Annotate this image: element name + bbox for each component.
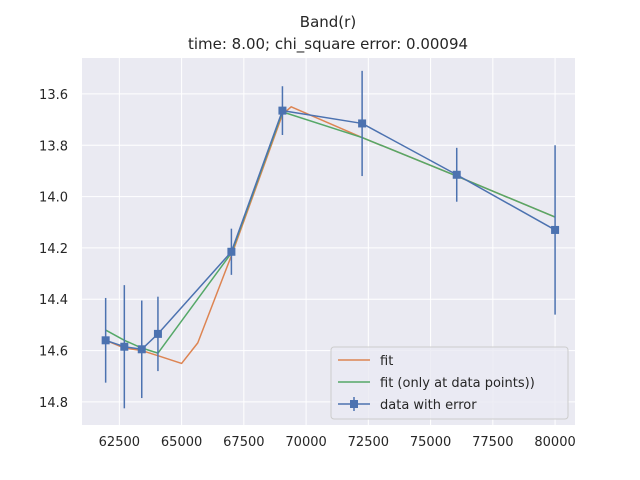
- legend-label-fit: fit: [380, 354, 393, 369]
- y-tick-label: 14.4: [39, 293, 68, 308]
- data-point: [101, 336, 110, 345]
- data-point: [120, 342, 129, 351]
- data-point: [452, 170, 461, 179]
- data-point: [227, 247, 236, 256]
- chart-subtitle: time: 8.00; chi_square error: 0.00094: [188, 35, 468, 54]
- legend-box: [330, 346, 569, 420]
- grid: [82, 58, 575, 425]
- y-tick-label: 14.8: [39, 396, 68, 411]
- x-tick-label: 72500: [348, 435, 389, 450]
- legend-label-data: data with error: [380, 398, 477, 413]
- data-point: [551, 225, 560, 234]
- data-point: [137, 345, 146, 354]
- y-tick-label: 13.6: [39, 88, 68, 103]
- data-point: [358, 119, 367, 128]
- legend: fit fit (only at data points)) data with…: [330, 346, 569, 420]
- x-tick-label: 62500: [99, 435, 140, 450]
- axis-ticks: 62500 65000 67500 70000 72500 75000 77500 80000…: [39, 88, 576, 450]
- x-tick-label: 70000: [285, 435, 326, 450]
- data-point: [153, 329, 162, 338]
- data-point: [278, 106, 287, 115]
- x-tick-label: 77500: [472, 435, 513, 450]
- chart-title: Band(r): [300, 13, 356, 31]
- series: [101, 70, 560, 409]
- legend-swatch-data-marker: [350, 400, 358, 408]
- x-tick-label: 75000: [410, 435, 451, 450]
- x-tick-label: 80000: [534, 435, 575, 450]
- y-tick-label: 13.8: [39, 139, 68, 154]
- x-tick-label: 67500: [223, 435, 264, 450]
- y-tick-label: 14.6: [39, 345, 68, 360]
- legend-label-fit-points: fit (only at data points)): [380, 376, 535, 391]
- x-tick-label: 65000: [161, 435, 202, 450]
- y-tick-label: 14.0: [39, 191, 68, 206]
- y-tick-label: 14.2: [39, 242, 68, 257]
